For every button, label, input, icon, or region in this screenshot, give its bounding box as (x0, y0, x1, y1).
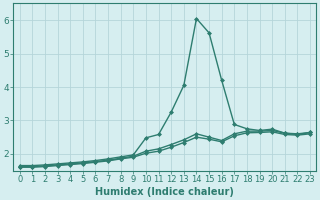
X-axis label: Humidex (Indice chaleur): Humidex (Indice chaleur) (95, 187, 234, 197)
